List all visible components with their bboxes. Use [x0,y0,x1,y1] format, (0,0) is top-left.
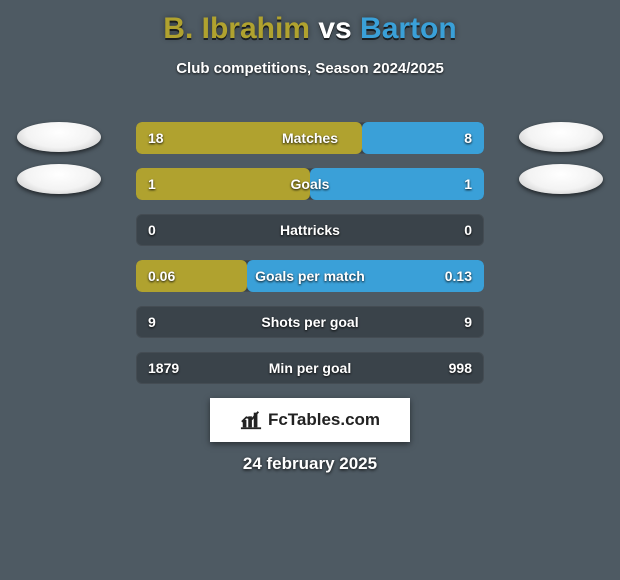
comparison-card: B. Ibrahim vs Barton Club competitions, … [0,0,620,580]
title-vs: vs [318,12,351,45]
stat-row: 0.06Goals per match0.13 [136,260,484,292]
stat-value-player2: 8 [464,122,472,154]
stat-row: 1879Min per goal998 [136,352,484,384]
chart-icon [240,409,262,431]
page-title: B. Ibrahim vs Barton [0,0,620,46]
stat-label: Shots per goal [136,306,484,338]
stat-label: Goals [136,168,484,200]
stats-list: 18Matches8 1Goals1 0Hattricks0 0.06Goals pe… [136,122,484,384]
title-player2: Barton [360,12,457,45]
stat-label: Matches [136,122,484,154]
stat-value-player2: 9 [464,306,472,338]
stat-label: Goals per match [136,260,484,292]
player2-club-badge [519,122,603,152]
subtitle: Club competitions, Season 2024/2025 [0,60,620,77]
stat-value-player2: 998 [449,352,472,384]
date-label: 24 february 2025 [0,454,620,474]
player1-club-badge [17,122,101,152]
stat-label: Min per goal [136,352,484,384]
player1-nation-badge [17,164,101,194]
stat-value-player2: 1 [464,168,472,200]
stat-value-player2: 0.13 [445,260,472,292]
stat-row: 18Matches8 [136,122,484,154]
stat-row: 1Goals1 [136,168,484,200]
player1-badges [14,122,104,194]
stat-row: 9Shots per goal9 [136,306,484,338]
stat-label: Hattricks [136,214,484,246]
stat-value-player2: 0 [464,214,472,246]
fctables-logo: FcTables.com [210,398,410,442]
player2-badges [516,122,606,194]
stat-row: 0Hattricks0 [136,214,484,246]
title-player1: B. Ibrahim [163,12,310,45]
logo-text: FcTables.com [268,410,380,430]
player2-nation-badge [519,164,603,194]
